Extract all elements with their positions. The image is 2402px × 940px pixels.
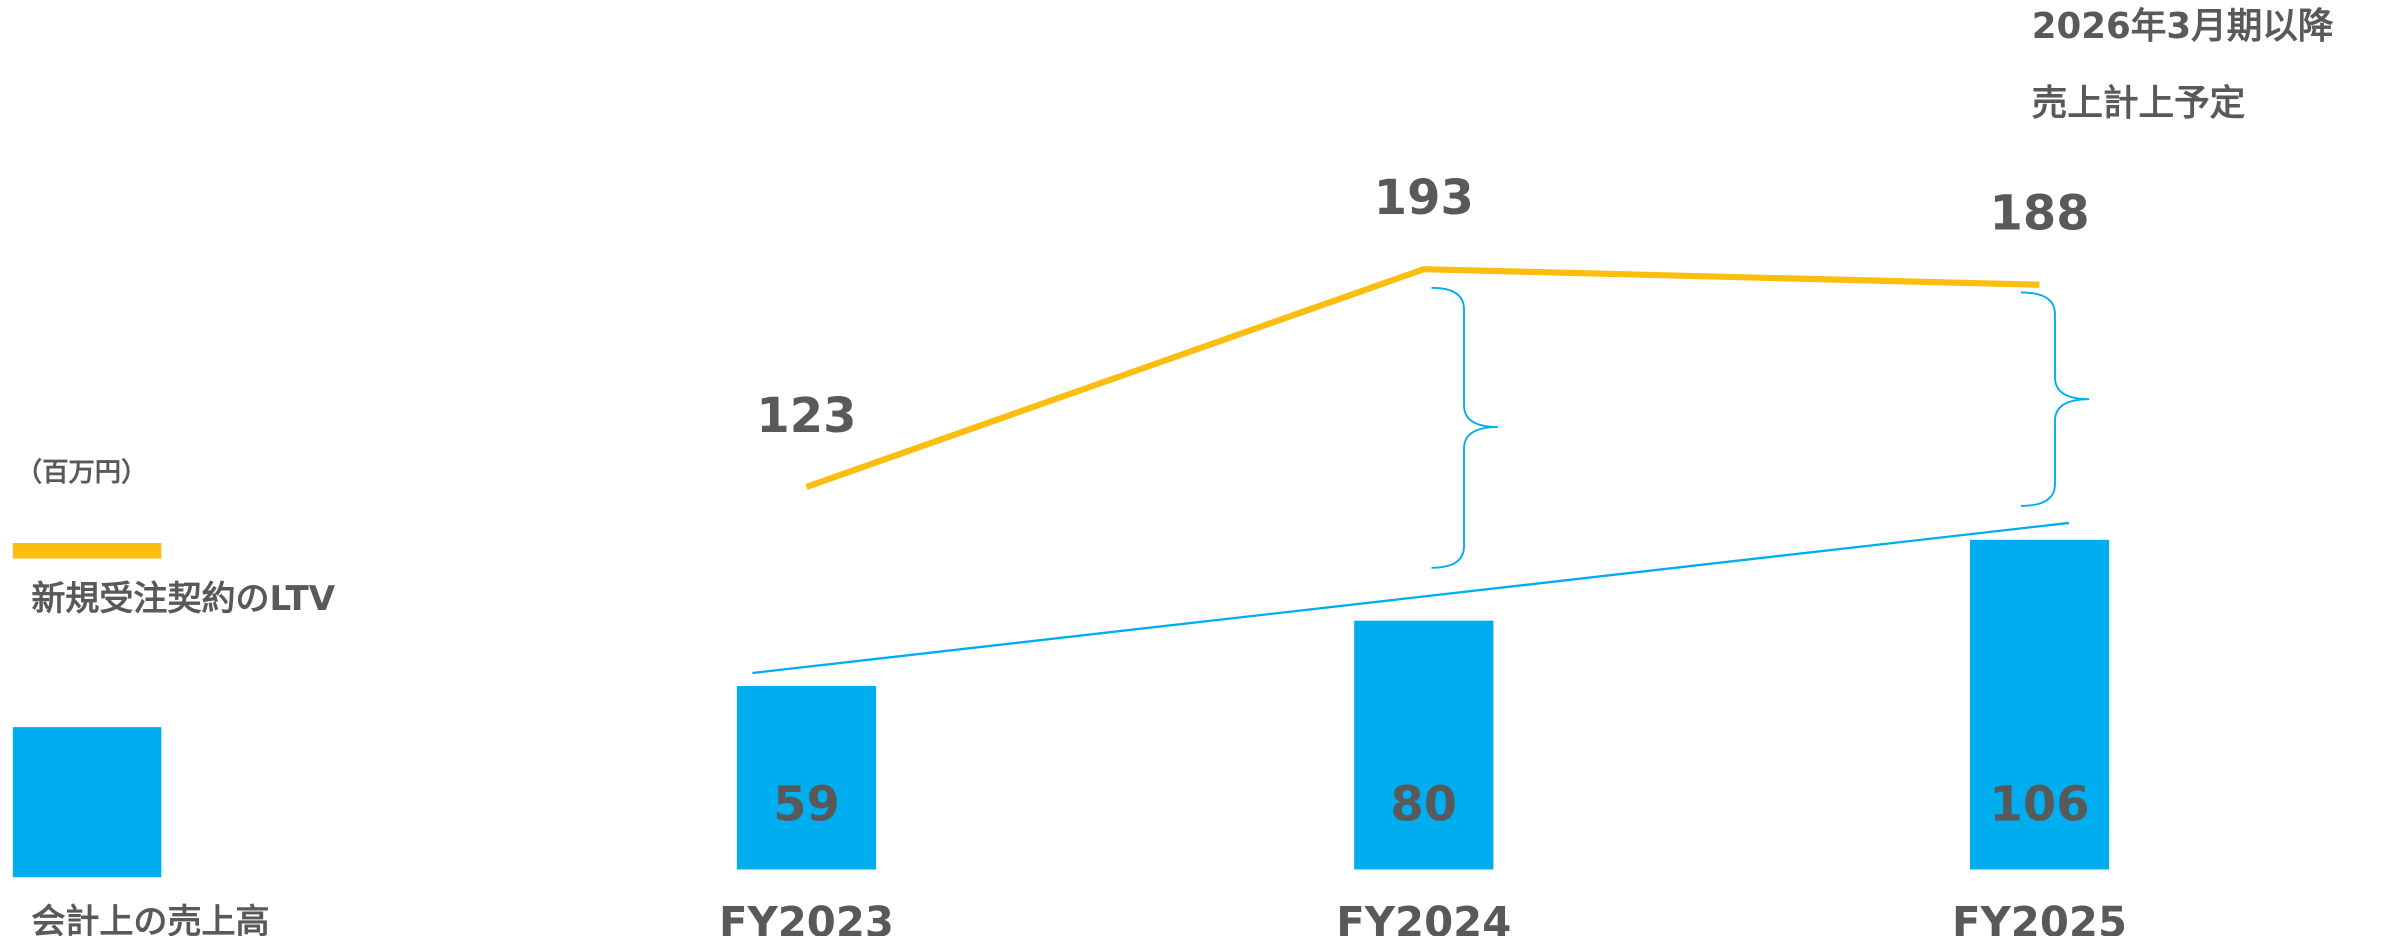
- x-tick-label: FY2025: [1952, 898, 2127, 936]
- annotation: 売上計上予定: [2032, 83, 2246, 124]
- value-label: 106: [1989, 777, 2089, 833]
- bar: [736, 685, 877, 870]
- value-label: 80: [1390, 777, 1457, 833]
- legend-label: 会計上の売上高: [31, 902, 269, 936]
- legend-swatch: [12, 727, 162, 878]
- value-label: 188: [1989, 186, 2089, 242]
- line: [805, 266, 2040, 490]
- legend-swatch: [12, 543, 162, 559]
- value-label: 123: [756, 388, 856, 444]
- brace: [2020, 291, 2090, 507]
- value-label: 59: [773, 777, 840, 833]
- brace: [1431, 286, 1499, 569]
- unit-label: （百万円）: [16, 458, 147, 488]
- annotation: 2026年3月期以降: [2032, 6, 2334, 47]
- x-tick-label: FY2023: [719, 898, 894, 936]
- bar: [1354, 620, 1494, 870]
- legend-label: 新規受注契約のLTV: [31, 579, 335, 619]
- x-tick-label: FY2024: [1336, 898, 1511, 936]
- trend-line: [752, 521, 2070, 675]
- value-label: 193: [1374, 170, 1474, 226]
- bar: [1969, 539, 2110, 870]
